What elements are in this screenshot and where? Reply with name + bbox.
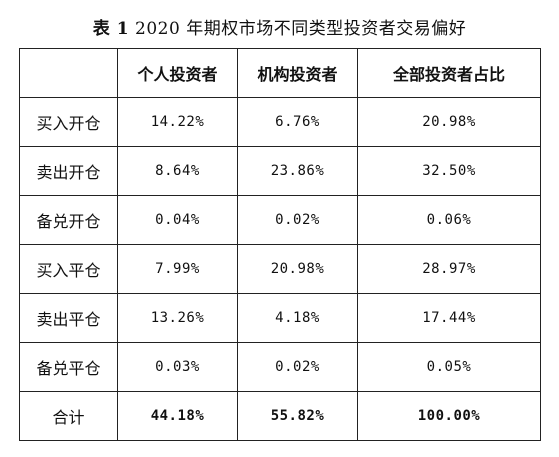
- header-all-investors-share: 全部投资者占比: [357, 48, 541, 98]
- institutional-value: 20.98%: [237, 244, 358, 294]
- table-row: 买入平仓 7.99% 20.98% 28.97%: [19, 244, 541, 294]
- table-row: 卖出平仓 13.26% 4.18% 17.44%: [19, 293, 541, 343]
- individual-value: 13.26%: [117, 293, 238, 343]
- individual-value: 0.03%: [117, 342, 238, 392]
- institutional-value: 6.76%: [237, 97, 358, 147]
- individual-total: 44.18%: [117, 391, 238, 441]
- row-label: 卖出开仓: [19, 146, 118, 196]
- all-share-value: 20.98%: [357, 97, 541, 147]
- all-share-value: 28.97%: [357, 244, 541, 294]
- total-label: 合计: [19, 391, 118, 441]
- institutional-total: 55.82%: [237, 391, 358, 441]
- row-label: 备兑开仓: [19, 195, 118, 245]
- table-row: 备兑开仓 0.04% 0.02% 0.06%: [19, 195, 541, 245]
- caption-label: 表 1: [92, 19, 130, 39]
- all-share-total: 100.00%: [357, 391, 541, 441]
- row-label: 备兑平仓: [19, 342, 118, 392]
- table-row: 卖出开仓 8.64% 23.86% 32.50%: [19, 146, 541, 196]
- institutional-value: 0.02%: [237, 195, 358, 245]
- institutional-value: 23.86%: [237, 146, 358, 196]
- header-corner-cell: [19, 48, 118, 98]
- caption-title: 2020 年期权市场不同类型投资者交易偏好: [135, 19, 467, 39]
- header-row: 个人投资者 机构投资者 全部投资者占比: [19, 48, 541, 98]
- all-share-value: 0.05%: [357, 342, 541, 392]
- total-row: 合计 44.18% 55.82% 100.00%: [19, 391, 541, 441]
- table-caption: 表 1 2020 年期权市场不同类型投资者交易偏好: [0, 14, 559, 39]
- table-row: 买入开仓 14.22% 6.76% 20.98%: [19, 97, 541, 147]
- trading-preference-table: 个人投资者 机构投资者 全部投资者占比 买入开仓 14.22% 6.76% 20…: [19, 48, 541, 441]
- institutional-value: 0.02%: [237, 342, 358, 392]
- header-institutional-investors: 机构投资者: [237, 48, 358, 98]
- all-share-value: 17.44%: [357, 293, 541, 343]
- individual-value: 8.64%: [117, 146, 238, 196]
- individual-value: 0.04%: [117, 195, 238, 245]
- header-individual-investors: 个人投资者: [117, 48, 238, 98]
- table-row: 备兑平仓 0.03% 0.02% 0.05%: [19, 342, 541, 392]
- row-label: 卖出平仓: [19, 293, 118, 343]
- row-label: 买入开仓: [19, 97, 118, 147]
- all-share-value: 32.50%: [357, 146, 541, 196]
- row-label: 买入平仓: [19, 244, 118, 294]
- individual-value: 14.22%: [117, 97, 238, 147]
- all-share-value: 0.06%: [357, 195, 541, 245]
- institutional-value: 4.18%: [237, 293, 358, 343]
- individual-value: 7.99%: [117, 244, 238, 294]
